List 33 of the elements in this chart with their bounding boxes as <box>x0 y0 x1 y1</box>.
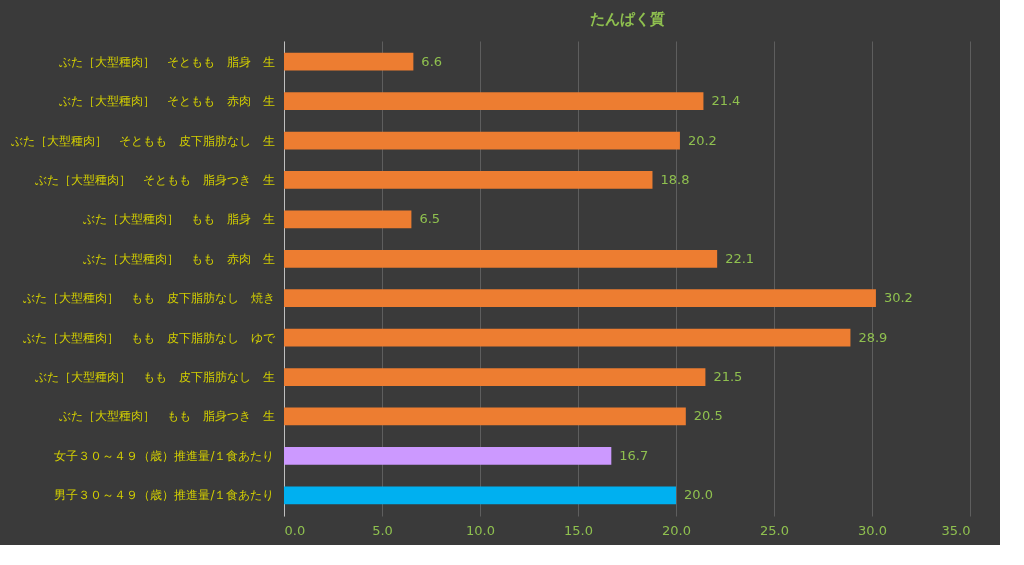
x-tick-label: 25.0 <box>760 522 789 538</box>
x-tick-label: 5.0 <box>372 522 393 538</box>
data-label: 20.5 <box>693 408 723 424</box>
y-tick-label: ぶた［大型種肉］ そともも 赤肉 生 <box>58 94 275 109</box>
y-tick-label: ぶた［大型種肉］ そともも 脂身つき 生 <box>34 172 275 187</box>
x-tick-label: 20.0 <box>662 522 691 538</box>
chart-title: たんぱく質 <box>589 10 665 28</box>
data-label: 28.9 <box>858 329 888 345</box>
y-tick-label: ぶた［大型種肉］ もも 皮下脂肪なし ゆで <box>22 330 276 345</box>
data-label: 30.2 <box>883 290 913 306</box>
data-label: 20.0 <box>684 487 713 503</box>
x-tick-label: 35.0 <box>941 522 971 538</box>
y-tick-label: ぶた［大型種肉］ もも 赤肉 生 <box>82 251 275 266</box>
y-tick-label: 男子３０～４９（歳）推進量/１食あたり <box>54 488 275 503</box>
data-label: 20.2 <box>687 132 717 148</box>
data-label: 18.8 <box>660 171 690 187</box>
data-label: 6.6 <box>421 53 443 69</box>
y-tick-label: ぶた［大型種肉］ そともも 皮下脂肪なし 生 <box>10 133 275 148</box>
y-tick-label: 女子３０～４９（歳）推進量/１食あたり <box>54 448 275 463</box>
y-tick-label: ぶた［大型種肉］ もも 脂身 生 <box>82 212 275 227</box>
data-label: 22.1 <box>725 250 755 266</box>
y-tick-label: ぶた［大型種肉］ そともも 脂身 生 <box>58 54 275 69</box>
y-tick-label: ぶた［大型種肉］ もも 脂身つき 生 <box>58 409 275 424</box>
data-label: 21.4 <box>711 93 741 109</box>
y-tick-label: ぶた［大型種肉］ もも 皮下脂肪なし 生 <box>34 370 275 385</box>
data-label: 16.7 <box>619 447 649 463</box>
x-tick-label: 0.0 <box>284 522 306 538</box>
x-tick-label: 15.0 <box>564 522 593 538</box>
x-tick-label: 10.0 <box>466 522 495 538</box>
y-tick-label: ぶた［大型種肉］ もも 皮下脂肪なし 焼き <box>22 291 275 306</box>
x-tick-label: 30.0 <box>858 522 887 538</box>
data-label: 6.5 <box>419 211 441 227</box>
data-label: 21.5 <box>713 369 743 385</box>
